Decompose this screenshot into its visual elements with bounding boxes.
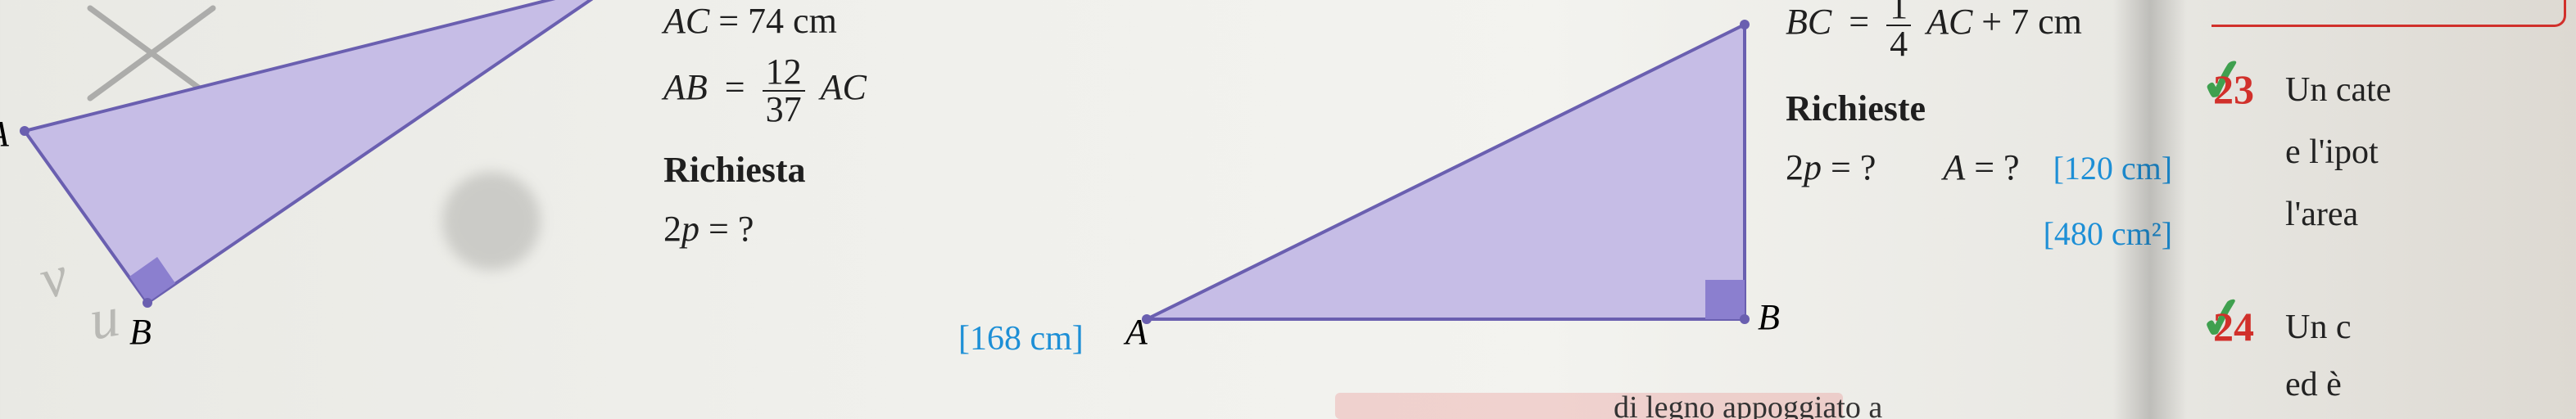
problem-2: A B BC = 14 AC + 7 cm Richieste 2p = ? A…	[1122, 0, 2105, 419]
exercise-23-line1: Un cate	[2285, 70, 2391, 110]
vertex-a-label: A	[1125, 311, 1148, 353]
pencil-smudge	[442, 172, 541, 270]
footer-fragment-text: di legno appoggiato a	[1614, 390, 1882, 419]
exercise-24-line1: Un c	[2285, 308, 2351, 347]
vertex-a-label: A	[0, 113, 9, 155]
richiesta-value: 2p = ?	[663, 201, 867, 257]
exercise-24-line2: ed è	[2285, 365, 2342, 404]
red-box-fragment	[2212, 0, 2566, 27]
answer-1: [168 cm]	[958, 319, 1084, 358]
page-gutter-shadow	[2113, 0, 2187, 419]
exercise-number: 23	[2213, 65, 2254, 113]
given-line-2: AB = 1237 AC	[663, 54, 867, 128]
vertex-b-label: B	[1758, 296, 1780, 338]
right-page-exercises: ✓ 23 Un cate e l'ipot l'area ✓ 24 Un c e…	[2203, 65, 2576, 419]
problem-1-text: AC = 74 cm AB = 1237 AC Richiesta 2p = ?	[663, 0, 867, 258]
richiesta-heading: Richiesta	[663, 142, 867, 198]
problem-1: A B C v u AC = 74 cm AB = 1237 AC Richie…	[0, 0, 983, 419]
exercise-23: ✓ 23 Un cate e l'ipot l'area	[2203, 65, 2576, 278]
given-line-1: AC = 74 cm	[663, 0, 867, 49]
triangle-2-figure: A B	[1130, 8, 1769, 336]
exercise-number: 24	[2213, 303, 2254, 350]
exercise-23-line2: e l'ipot	[2285, 133, 2379, 172]
vertex-b-label: B	[129, 311, 152, 353]
exercise-23-line3: l'area	[2285, 195, 2358, 234]
